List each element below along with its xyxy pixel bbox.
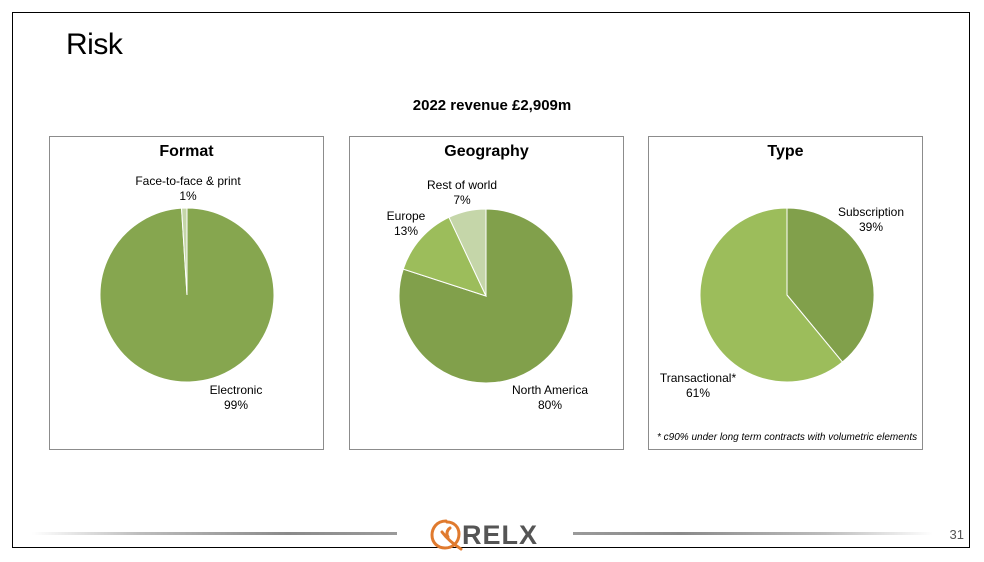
format-slice-name-face-to-face: Face-to-face & print xyxy=(135,174,241,188)
footer-rule-right xyxy=(573,532,933,535)
type-slice-subscription xyxy=(786,207,875,363)
geography-chart-panel: Geography Rest of world 7% Europe 13% No… xyxy=(349,136,624,450)
slide-subtitle: 2022 revenue £2,909m xyxy=(412,97,572,114)
geography-label-rest-of-world: Rest of world 7% xyxy=(412,178,512,208)
geography-slice-name-europe: Europe xyxy=(386,209,426,223)
type-footnote: * c90% under long term contracts with vo… xyxy=(657,432,918,443)
geography-slice-name-north-america: North America xyxy=(511,383,589,397)
format-slice-pct-face-to-face: 1% xyxy=(179,189,197,203)
format-slice-name-electronic: Electronic xyxy=(209,383,263,397)
format-label-electronic: Electronic 99% xyxy=(196,383,276,413)
geography-chart-title: Geography xyxy=(444,143,529,160)
format-label-face-to-face: Face-to-face & print 1% xyxy=(118,174,258,204)
format-pie-chart xyxy=(99,207,275,383)
geography-slice-pct-europe: 13% xyxy=(393,224,419,238)
type-label-subscription: Subscription 39% xyxy=(831,205,911,235)
relx-logo-text: RELX xyxy=(462,520,539,550)
format-chart-panel: Format Face-to-face & print 1% Electroni… xyxy=(49,136,324,450)
page-number: 31 xyxy=(949,527,964,542)
type-slice-transactional xyxy=(699,207,844,383)
format-slice-face-to-face-print xyxy=(181,207,188,296)
relx-logo-mark-icon xyxy=(430,519,463,551)
type-slice-name-transactional: Transactional* xyxy=(659,371,737,385)
slide-title: Risk xyxy=(66,28,123,61)
geography-label-europe: Europe 13% xyxy=(378,209,434,239)
slide-frame xyxy=(12,12,970,548)
type-slice-pct-transactional: 61% xyxy=(685,386,711,400)
relx-logo: RELX xyxy=(428,514,548,551)
type-chart-panel: Type Subscription 39% Transactional* 61%… xyxy=(648,136,923,450)
type-slice-name-subscription: Subscription xyxy=(837,205,905,219)
geography-slice-pct-north-america: 80% xyxy=(537,398,563,412)
geography-slice-europe xyxy=(402,216,487,297)
format-slice-pct-electronic: 99% xyxy=(223,398,249,412)
geography-slice-pct-rest-of-world: 7% xyxy=(453,193,471,207)
format-chart-title: Format xyxy=(159,143,214,160)
geography-label-north-america: North America 80% xyxy=(500,383,600,413)
geography-pie-chart xyxy=(398,208,574,384)
geography-slice-rest-of-world xyxy=(448,208,487,297)
type-chart-title: Type xyxy=(767,143,804,160)
footer-rule-left xyxy=(32,532,397,535)
geography-slice-name-rest-of-world: Rest of world xyxy=(426,178,498,192)
type-label-transactional: Transactional* 61% xyxy=(655,371,741,401)
type-pie-chart xyxy=(699,207,875,383)
type-slice-pct-subscription: 39% xyxy=(858,220,884,234)
